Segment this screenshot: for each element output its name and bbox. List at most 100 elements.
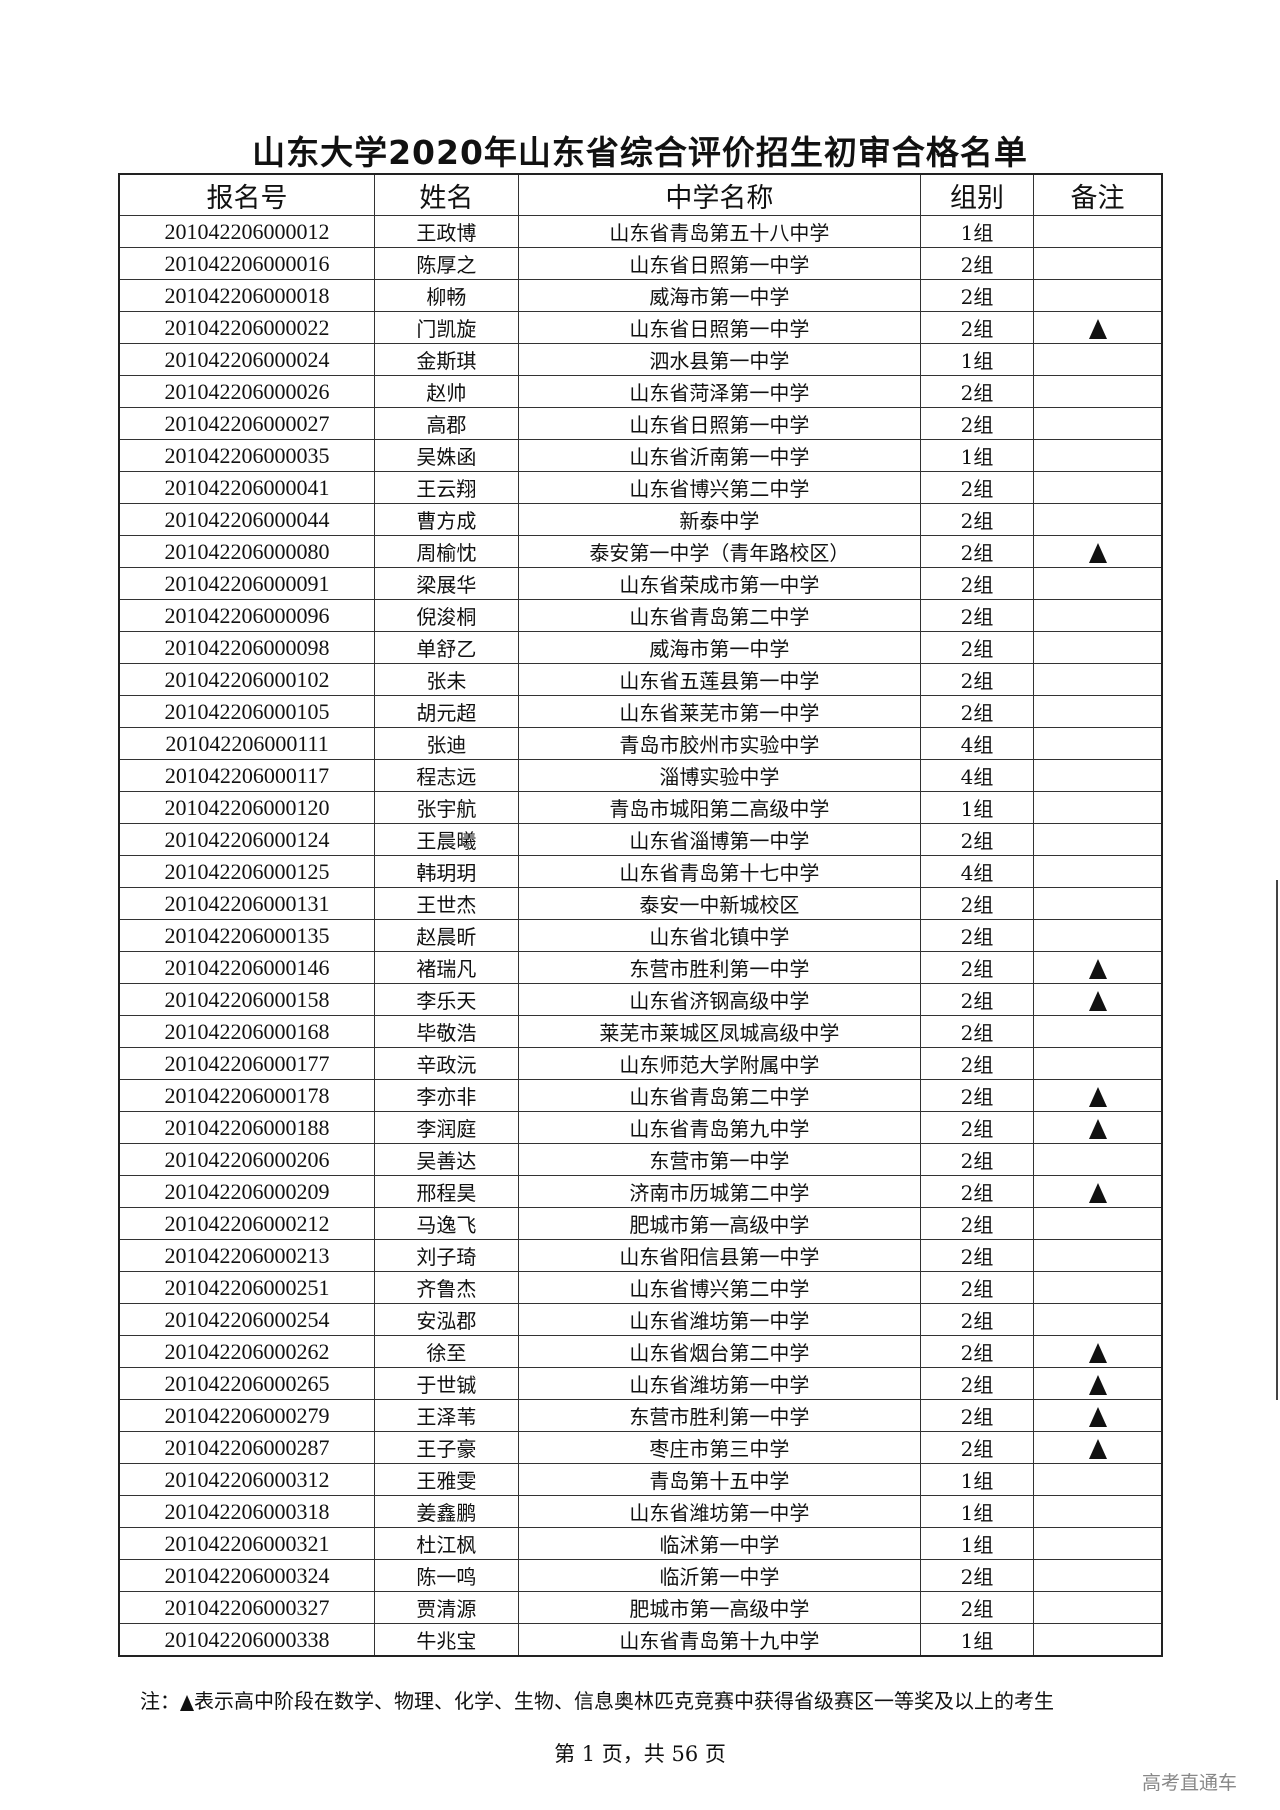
table-row: 201042206000287 王子豪 枣庄市第三中学 2组 <box>118 1431 1163 1464</box>
school-name-cell: 泗水县第一中学 <box>517 343 921 376</box>
group-cell: 2组 <box>919 1239 1035 1272</box>
school-name-cell: 肥城市第一高级中学 <box>517 1591 921 1624</box>
school-name-cell: 东营市第一中学 <box>517 1143 921 1176</box>
student-name-cell: 张未 <box>374 663 519 696</box>
registration-number-cell: 201042206000338 <box>118 1623 376 1657</box>
remark-cell <box>1033 1495 1163 1528</box>
registration-number-cell: 201042206000018 <box>118 279 376 312</box>
table-row: 201042206000102 张未 山东省五莲县第一中学 2组 <box>118 663 1163 696</box>
student-name-cell: 王泽苇 <box>374 1399 519 1432</box>
remark-cell <box>1033 631 1163 664</box>
registration-number-cell: 201042206000209 <box>118 1175 376 1208</box>
student-name-cell: 李乐天 <box>374 983 519 1016</box>
remark-cell <box>1033 343 1163 376</box>
student-name-cell: 陈一鸣 <box>374 1559 519 1592</box>
table-row: 201042206000279 王泽苇 东营市胜利第一中学 2组 <box>118 1399 1163 1432</box>
registration-number-cell: 201042206000177 <box>118 1047 376 1080</box>
remark-cell <box>1033 439 1163 472</box>
group-cell: 1组 <box>919 1623 1035 1657</box>
registration-number-cell: 201042206000265 <box>118 1367 376 1400</box>
remark-cell <box>1033 1207 1163 1240</box>
school-name-cell: 山东省博兴第二中学 <box>517 471 921 504</box>
remark-cell <box>1033 1591 1163 1624</box>
watermark: 高考直通车 <box>1142 1772 1238 1794</box>
remark-cell <box>1033 1335 1163 1368</box>
table-row: 201042206000091 梁展华 山东省荣成市第一中学 2组 <box>118 567 1163 600</box>
triangle-icon <box>1088 1439 1107 1459</box>
table-row: 201042206000262 徐至 山东省烟台第二中学 2组 <box>118 1335 1163 1368</box>
remark-cell <box>1033 983 1163 1016</box>
registration-number-cell: 201042206000131 <box>118 887 376 920</box>
school-name-cell: 新泰中学 <box>517 503 921 536</box>
table-row: 201042206000035 吴姝函 山东省沂南第一中学 1组 <box>118 439 1163 472</box>
school-name-cell: 东营市胜利第一中学 <box>517 1399 921 1432</box>
triangle-icon <box>180 1694 194 1711</box>
group-cell: 1组 <box>919 1495 1035 1528</box>
group-cell: 1组 <box>919 215 1035 248</box>
page-number: 第 1 页，共 56 页 <box>554 1742 726 1766</box>
registration-number-cell: 201042206000287 <box>118 1431 376 1464</box>
column-header-name: 姓名 <box>374 173 519 216</box>
student-name-cell: 高郡 <box>374 407 519 440</box>
triangle-icon <box>1088 1407 1107 1427</box>
remark-cell <box>1033 919 1163 952</box>
school-name-cell: 山东省烟台第二中学 <box>517 1335 921 1368</box>
remark-cell <box>1033 407 1163 440</box>
registration-number-cell: 201042206000178 <box>118 1079 376 1112</box>
table-row: 201042206000096 倪浚桐 山东省青岛第二中学 2组 <box>118 599 1163 632</box>
student-name-cell: 吴善达 <box>374 1143 519 1176</box>
footnote-prefix: 注： <box>140 1689 180 1713</box>
registration-number-cell: 201042206000318 <box>118 1495 376 1528</box>
table-row: 201042206000131 王世杰 泰安一中新城校区 2组 <box>118 887 1163 920</box>
triangle-icon <box>1088 543 1107 563</box>
remark-cell <box>1033 247 1163 280</box>
student-name-cell: 王雅雯 <box>374 1463 519 1496</box>
admission-list-table: 报名号 姓名 中学名称 组别 备注 201042206000012 王政博 山东省青… <box>118 173 1163 1657</box>
registration-number-cell: 201042206000120 <box>118 791 376 824</box>
group-cell: 2组 <box>919 1207 1035 1240</box>
remark-cell <box>1033 1271 1163 1304</box>
student-name-cell: 赵帅 <box>374 375 519 408</box>
group-cell: 2组 <box>919 1015 1035 1048</box>
school-name-cell: 山东省潍坊第一中学 <box>517 1367 921 1400</box>
school-name-cell: 山东省青岛第九中学 <box>517 1111 921 1144</box>
school-name-cell: 济南市历城第二中学 <box>517 1175 921 1208</box>
student-name-cell: 徐至 <box>374 1335 519 1368</box>
registration-number-cell: 201042206000321 <box>118 1527 376 1560</box>
table-row: 201042206000188 李润庭 山东省青岛第九中学 2组 <box>118 1111 1163 1144</box>
student-name-cell: 毕敬浩 <box>374 1015 519 1048</box>
student-name-cell: 王晨曦 <box>374 823 519 856</box>
table-row: 201042206000168 毕敬浩 莱芜市莱城区凤城高级中学 2组 <box>118 1015 1163 1048</box>
group-cell: 2组 <box>919 1591 1035 1624</box>
remark-cell <box>1033 1079 1163 1112</box>
registration-number-cell: 201042206000098 <box>118 631 376 664</box>
scan-edge-line <box>1276 880 1278 1400</box>
group-cell: 2组 <box>919 535 1035 568</box>
school-name-cell: 莱芜市莱城区凤城高级中学 <box>517 1015 921 1048</box>
table-row: 201042206000026 赵帅 山东省菏泽第一中学 2组 <box>118 375 1163 408</box>
group-cell: 2组 <box>919 375 1035 408</box>
student-name-cell: 胡元超 <box>374 695 519 728</box>
student-name-cell: 马逸飞 <box>374 1207 519 1240</box>
registration-number-cell: 201042206000091 <box>118 567 376 600</box>
registration-number-cell: 201042206000016 <box>118 247 376 280</box>
table-row: 201042206000209 邢程昊 济南市历城第二中学 2组 <box>118 1175 1163 1208</box>
registration-number-cell: 201042206000312 <box>118 1463 376 1496</box>
group-cell: 2组 <box>919 1431 1035 1464</box>
remark-cell <box>1033 471 1163 504</box>
school-name-cell: 山东省北镇中学 <box>517 919 921 952</box>
table-row: 201042206000212 马逸飞 肥城市第一高级中学 2组 <box>118 1207 1163 1240</box>
triangle-icon <box>1088 991 1107 1011</box>
table-row: 201042206000012 王政博 山东省青岛第五十八中学 1组 <box>118 215 1163 248</box>
group-cell: 2组 <box>919 1303 1035 1336</box>
student-name-cell: 邢程昊 <box>374 1175 519 1208</box>
school-name-cell: 泰安一中新城校区 <box>517 887 921 920</box>
registration-number-cell: 201042206000080 <box>118 535 376 568</box>
school-name-cell: 肥城市第一高级中学 <box>517 1207 921 1240</box>
registration-number-cell: 201042206000117 <box>118 759 376 792</box>
student-name-cell: 刘子琦 <box>374 1239 519 1272</box>
student-name-cell: 单舒乙 <box>374 631 519 664</box>
student-name-cell: 门凯旋 <box>374 311 519 344</box>
table-row: 201042206000125 韩玥玥 山东省青岛第十七中学 4组 <box>118 855 1163 888</box>
group-cell: 2组 <box>919 1399 1035 1432</box>
